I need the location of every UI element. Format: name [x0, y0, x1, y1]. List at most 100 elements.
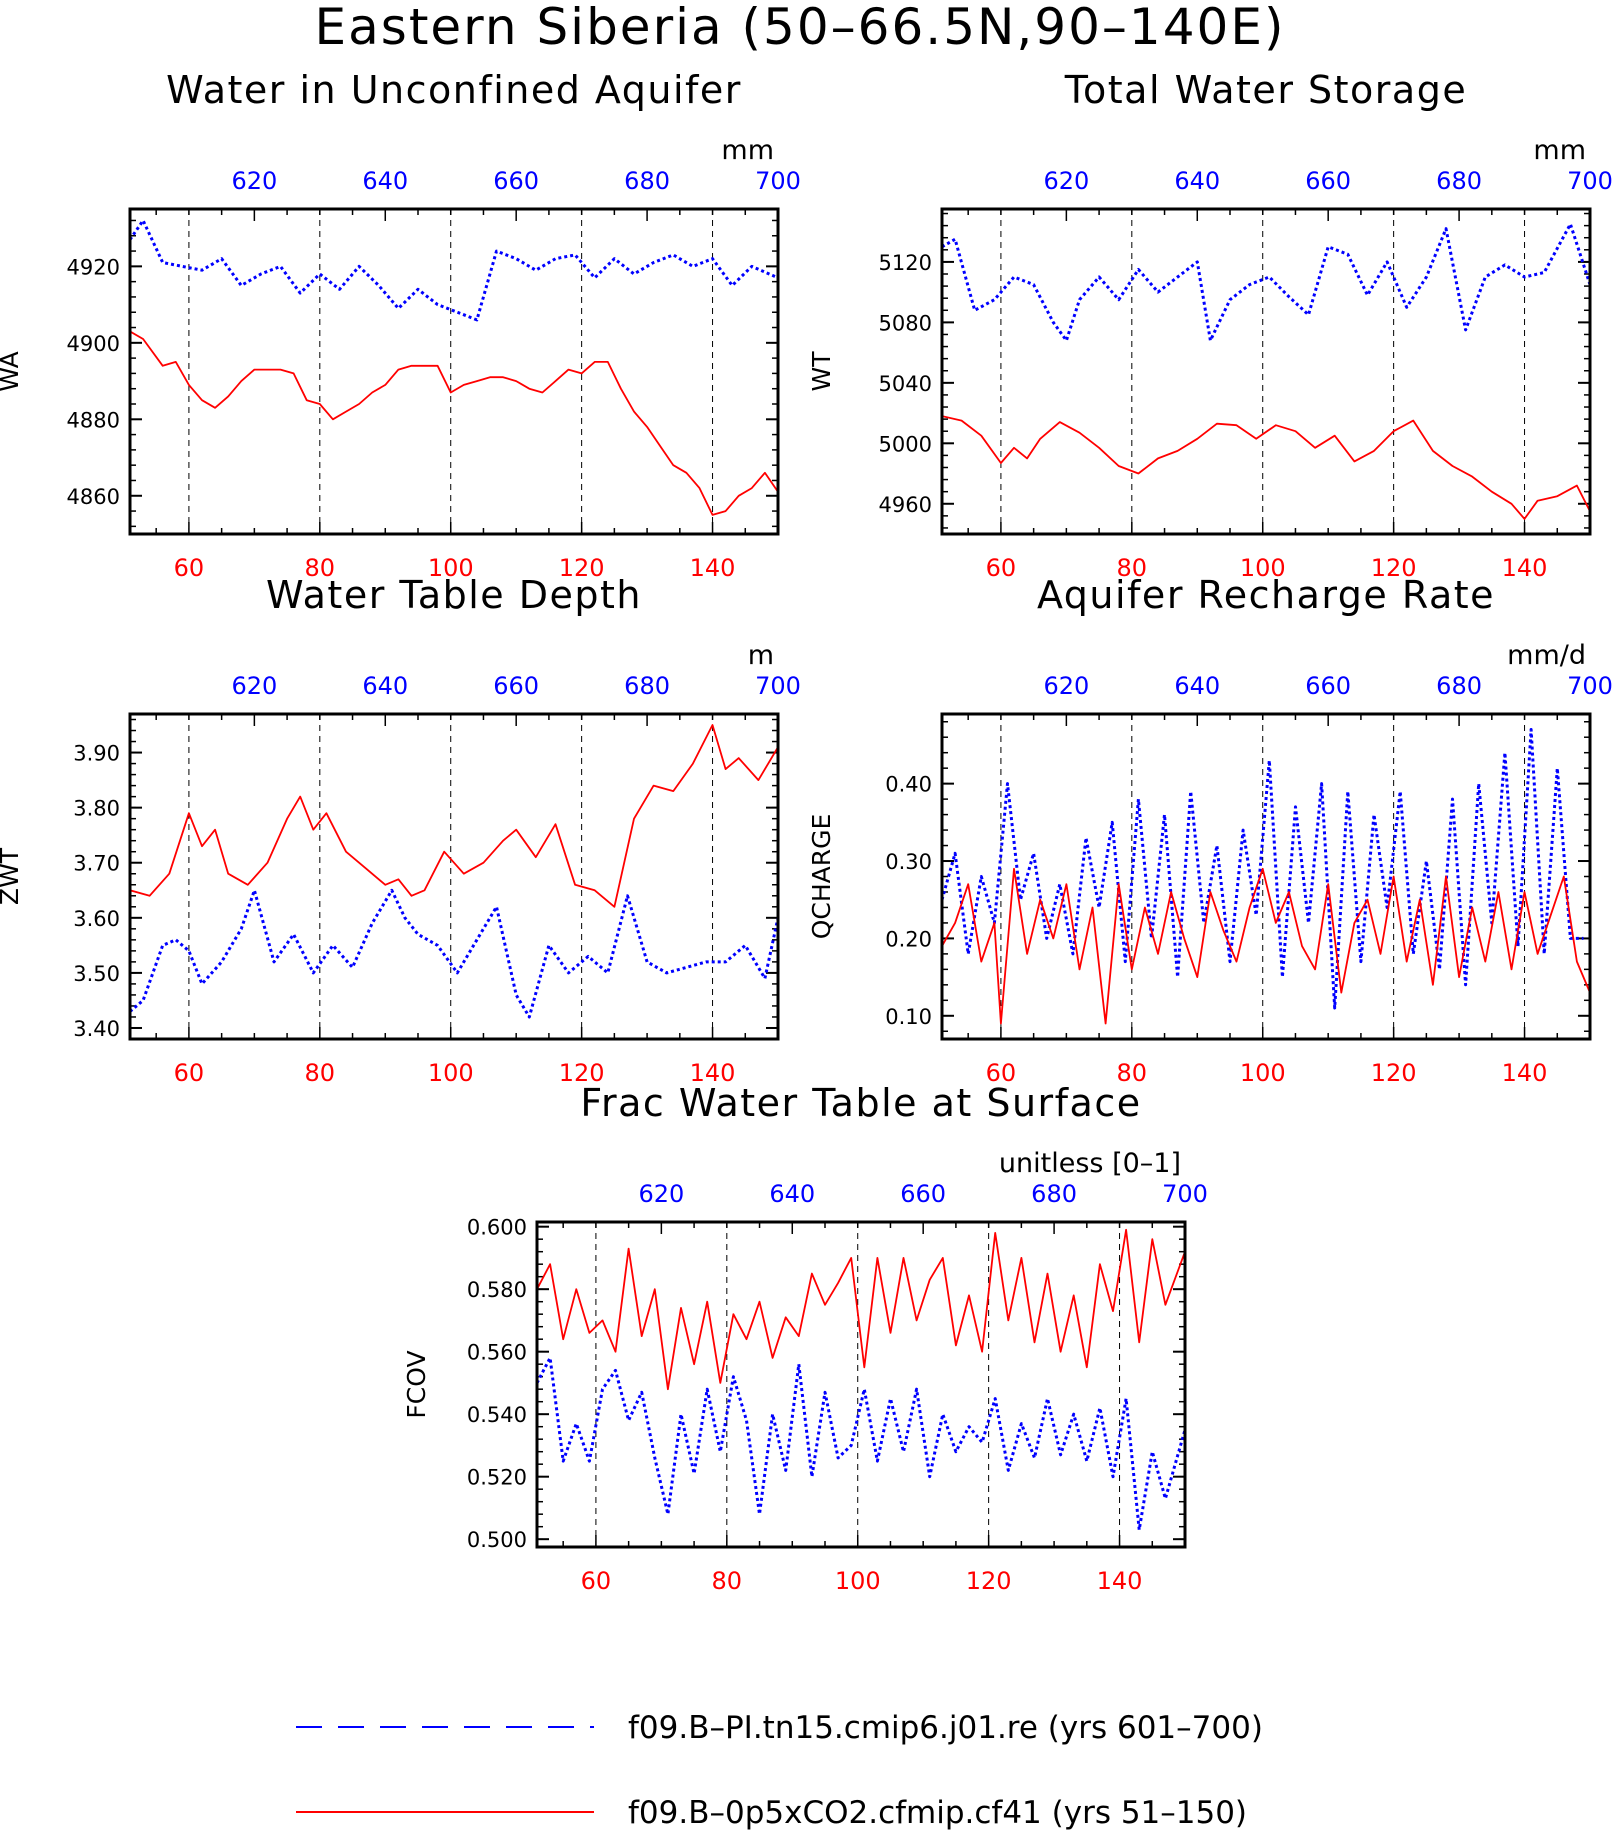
- plot-frame: [535, 1220, 1187, 1549]
- y-tick-label: 0.560: [467, 1341, 527, 1365]
- series-line-pi: [130, 219, 778, 322]
- x-bottom-tick-label: 60: [986, 554, 1017, 582]
- x-top-tick-label: 640: [362, 672, 408, 700]
- x-bottom-tick-label: 80: [1117, 554, 1148, 582]
- y-tick-label: 5040: [879, 372, 932, 396]
- chart-panel-4: Aquifer Recharge Rate mm/d QCHARGE 0.10 0.20…: [807, 573, 1613, 1087]
- y-tick-label: 5120: [879, 251, 932, 275]
- y-tick-label: 4960: [879, 493, 932, 517]
- x-bottom-tick-label: 120: [1371, 1059, 1417, 1087]
- x-bottom-tick-label: 140: [690, 1059, 736, 1087]
- series-line-co2: [130, 330, 778, 516]
- x-top-tick-label: 640: [769, 1180, 815, 1208]
- panels: Water in Unconfined Aquifer mm WA 4860 4880 4…: [0, 68, 1613, 1595]
- y-tick-label: 4900: [67, 332, 120, 356]
- chart-panel-3: Water Table Depth m ZWT 3.40 3.50 3.60 3.70 3.8…: [0, 573, 801, 1087]
- x-top-tick-label: 660: [493, 672, 539, 700]
- units-label: mm: [721, 135, 774, 166]
- x-top-tick-label: 660: [493, 167, 539, 195]
- x-bottom-tick-label: 100: [428, 554, 474, 582]
- x-bottom-tick-label: 140: [1502, 1059, 1548, 1087]
- y-tick-label: 4860: [67, 485, 120, 509]
- series-line-co2: [130, 724, 778, 908]
- y-axis-label: FCOV: [402, 1350, 431, 1418]
- chart-panel-1: Water in Unconfined Aquifer mm WA 4860 4880 4…: [0, 68, 801, 582]
- y-tick-label: 4880: [67, 408, 120, 432]
- y-tick-label: 3.40: [73, 1017, 120, 1041]
- panel-title: Aquifer Recharge Rate: [1037, 573, 1495, 617]
- y-tick-label: 0.10: [885, 1005, 932, 1029]
- x-bottom-tick-label: 60: [581, 1567, 612, 1595]
- series-line-pi: [942, 222, 1590, 342]
- x-bottom-tick-label: 120: [559, 554, 605, 582]
- x-top-tick-label: 700: [1567, 167, 1613, 195]
- series-line-pi: [942, 728, 1584, 1010]
- y-tick-label: 0.20: [885, 927, 932, 951]
- x-bottom-tick-label: 120: [559, 1059, 605, 1087]
- x-bottom-tick-label: 100: [1240, 1059, 1286, 1087]
- x-top-tick-label: 620: [231, 672, 277, 700]
- x-top-tick-label: 680: [624, 672, 670, 700]
- plot-frame: [128, 207, 780, 536]
- y-tick-label: 0.40: [885, 773, 932, 797]
- legend-label: f09.B–0p5xCO2.cfmip.cf41 (yrs 51–150): [628, 1795, 1247, 1831]
- y-axis-label: WA: [0, 351, 24, 391]
- x-top-tick-label: 680: [1436, 167, 1482, 195]
- y-tick-label: 4920: [67, 255, 120, 279]
- x-top-tick-label: 700: [755, 167, 801, 195]
- y-tick-label: 5000: [879, 432, 932, 456]
- x-bottom-tick-label: 80: [305, 1059, 336, 1087]
- x-top-tick-label: 620: [638, 1180, 684, 1208]
- y-tick-label: 3.60: [73, 907, 120, 931]
- x-bottom-tick-label: 60: [174, 554, 205, 582]
- x-top-tick-label: 700: [1162, 1180, 1208, 1208]
- units-label: unitless [0–1]: [999, 1148, 1181, 1179]
- x-bottom-tick-label: 100: [835, 1567, 881, 1595]
- y-tick-label: 0.30: [885, 850, 932, 874]
- y-tick-label: 3.70: [73, 852, 120, 876]
- panel-title: Water Table Depth: [266, 573, 642, 617]
- y-tick-label: 3.50: [73, 962, 120, 986]
- units-label: m: [748, 640, 774, 671]
- x-bottom-tick-label: 120: [966, 1567, 1012, 1595]
- x-top-tick-label: 620: [231, 167, 277, 195]
- x-top-tick-label: 700: [755, 672, 801, 700]
- y-tick-label: 3.90: [73, 742, 120, 766]
- panel-title: Total Water Storage: [1064, 68, 1467, 112]
- x-bottom-tick-label: 60: [174, 1059, 205, 1087]
- series-line-co2: [942, 867, 1590, 1025]
- x-bottom-tick-label: 60: [986, 1059, 1017, 1087]
- x-top-tick-label: 660: [900, 1180, 946, 1208]
- x-bottom-tick-label: 100: [428, 1059, 474, 1087]
- units-label: mm/d: [1507, 640, 1586, 671]
- legend-label: f09.B–PI.tn15.cmip6.j01.re (yrs 601–700): [628, 1710, 1263, 1746]
- plot-frame: [940, 207, 1592, 536]
- x-bottom-tick-label: 140: [1097, 1567, 1143, 1595]
- x-bottom-tick-label: 100: [1240, 554, 1286, 582]
- x-bottom-tick-label: 120: [1371, 554, 1417, 582]
- x-top-tick-label: 620: [1043, 167, 1089, 195]
- chart-panel-5: Frac Water Table at Surface unitless [0–1…: [402, 1081, 1208, 1595]
- legend: f09.B–PI.tn15.cmip6.j01.re (yrs 601–700)…: [296, 1710, 1263, 1831]
- x-top-tick-label: 680: [1031, 1180, 1077, 1208]
- x-top-tick-label: 640: [362, 167, 408, 195]
- x-top-tick-label: 700: [1567, 672, 1613, 700]
- y-tick-label: 0.580: [467, 1278, 527, 1302]
- series-line-co2: [942, 415, 1590, 520]
- figure-title: Eastern Siberia (50–66.5N,90–140E): [315, 0, 1286, 56]
- x-top-tick-label: 660: [1305, 167, 1351, 195]
- y-axis-label: WT: [807, 351, 836, 392]
- y-tick-label: 5080: [879, 311, 932, 335]
- x-top-tick-label: 620: [1043, 672, 1089, 700]
- x-top-tick-label: 640: [1174, 167, 1220, 195]
- y-tick-label: 0.600: [467, 1216, 527, 1240]
- x-top-tick-label: 680: [1436, 672, 1482, 700]
- y-axis-label: ZWT: [0, 847, 24, 905]
- y-tick-label: 0.500: [467, 1528, 527, 1552]
- series-line-pi: [537, 1356, 1185, 1532]
- panel-title: Frac Water Table at Surface: [580, 1081, 1141, 1125]
- x-top-tick-label: 640: [1174, 672, 1220, 700]
- x-top-tick-label: 680: [624, 167, 670, 195]
- y-axis-label: QCHARGE: [807, 814, 836, 940]
